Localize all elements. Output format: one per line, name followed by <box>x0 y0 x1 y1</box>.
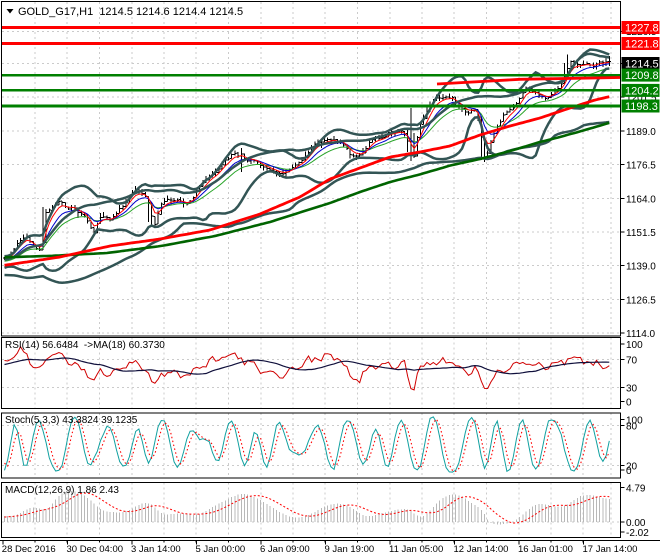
svg-text:9 Jan 19:00: 9 Jan 19:00 <box>325 544 375 555</box>
svg-text:RSI(14) 56.6484 ->MA(18) 60.3: RSI(14) 56.6484 ->MA(18) 60.3730 <box>5 340 165 351</box>
svg-text:6 Jan 09:00: 6 Jan 09:00 <box>260 544 310 555</box>
svg-text:1214.5: 1214.5 <box>625 59 659 71</box>
svg-text:1114.0: 1114.0 <box>626 329 656 340</box>
svg-text:20: 20 <box>626 462 638 473</box>
svg-text:70: 70 <box>626 356 638 367</box>
svg-text:28 Dec 2016: 28 Dec 2016 <box>2 544 56 555</box>
svg-text:1209.8: 1209.8 <box>625 70 659 82</box>
svg-text:1221.8: 1221.8 <box>625 39 659 51</box>
svg-text:1227.8: 1227.8 <box>625 23 659 35</box>
svg-text:80: 80 <box>626 421 638 432</box>
svg-text:0.00: 0.00 <box>626 518 646 529</box>
svg-text:1139.0: 1139.0 <box>626 262 656 273</box>
svg-text:1126.5: 1126.5 <box>626 295 656 306</box>
svg-text:0: 0 <box>626 466 632 477</box>
svg-text:1189.0: 1189.0 <box>626 127 656 138</box>
svg-text:4.79: 4.79 <box>626 484 646 495</box>
svg-text:17 Jan 14:00: 17 Jan 14:00 <box>583 544 638 555</box>
svg-text:3 Jan 14:00: 3 Jan 14:00 <box>131 544 181 555</box>
svg-text:1164.0: 1164.0 <box>626 194 656 205</box>
svg-text:1201.5: 1201.5 <box>626 93 657 104</box>
svg-text:0: 0 <box>626 397 632 408</box>
svg-text:Stoch(5,3,3) 43.3824 39.1235: Stoch(5,3,3) 43.3824 39.1235 <box>5 415 138 426</box>
svg-text:100: 100 <box>626 340 643 351</box>
svg-text:16 Jan 01:00: 16 Jan 01:00 <box>518 544 573 555</box>
svg-text:100: 100 <box>626 416 643 427</box>
svg-text:MACD(12,26,9) 1.86 2.43: MACD(12,26,9) 1.86 2.43 <box>5 485 119 496</box>
svg-text:12 Jan 14:00: 12 Jan 14:00 <box>454 544 509 555</box>
svg-text:GOLD_G17,H1 1214.5 1214.6 121: GOLD_G17,H1 1214.5 1214.6 1214.4 1214.5 <box>18 6 243 18</box>
svg-text:11 Jan 05:00: 11 Jan 05:00 <box>389 544 443 555</box>
svg-text:1176.5: 1176.5 <box>626 161 656 172</box>
svg-text:1198.3: 1198.3 <box>625 101 658 113</box>
svg-text:-2.02: -2.02 <box>626 528 649 539</box>
svg-text:1151.5: 1151.5 <box>626 228 656 239</box>
svg-text:30: 30 <box>626 384 638 395</box>
svg-text:1204.2: 1204.2 <box>625 85 659 97</box>
svg-text:5 Jan 00:00: 5 Jan 00:00 <box>196 544 246 555</box>
svg-text:30 Dec 04:00: 30 Dec 04:00 <box>67 544 124 555</box>
